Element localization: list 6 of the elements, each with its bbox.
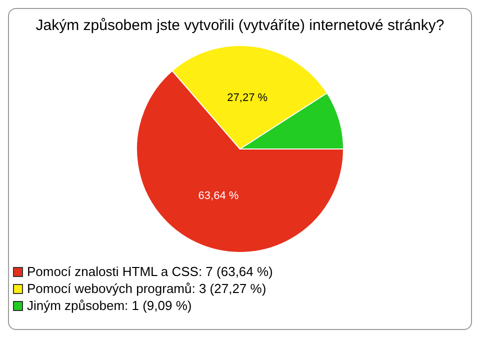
data-label: 27,27 % [227, 92, 268, 104]
data-label: 63,64 % [198, 190, 239, 202]
legend-label: Pomocí webových programů: 3 (27,27 %) [27, 280, 266, 297]
chart-title: Jakým způsobem jste vytvořili (vytváříte) internetové stránky? [36, 17, 444, 34]
legend-label: Jiným způsobem: 1 (9,09 %) [27, 297, 192, 314]
legend-label: Pomocí znalosti HTML a CSS: 7 (63,64 %) [27, 263, 273, 280]
